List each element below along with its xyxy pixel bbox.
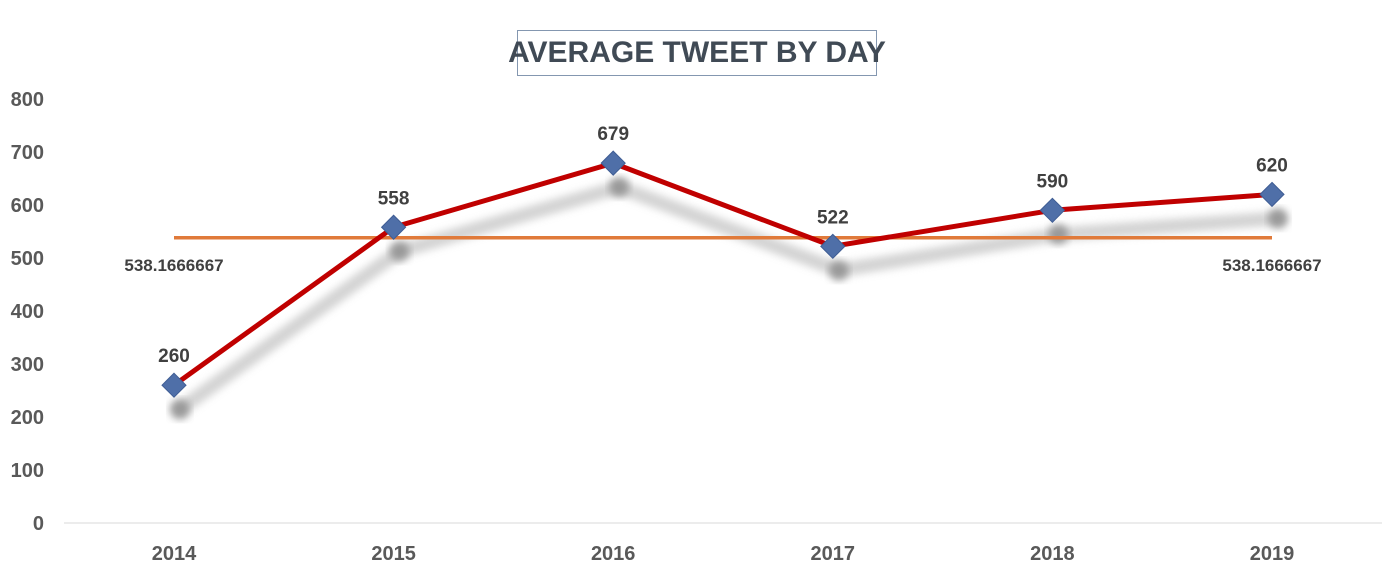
x-axis-tick-labels: 2014 2015 2016 2017 2018 2019 xyxy=(152,543,1295,565)
y-axis-tick-labels: 0 100 200 300 400 500 600 700 800 xyxy=(11,89,44,535)
series-shadow-line xyxy=(173,180,1285,417)
y-tick-label: 100 xyxy=(11,460,44,482)
series-layer xyxy=(161,150,1285,398)
data-point-marker xyxy=(1039,197,1066,224)
series-shadow-marker xyxy=(170,399,190,420)
data-point-marker xyxy=(380,214,407,240)
y-tick-label: 300 xyxy=(11,354,44,376)
y-tick-label: 700 xyxy=(11,142,44,164)
data-point-marker xyxy=(1259,181,1285,208)
y-tick-label: 800 xyxy=(11,89,44,111)
data-label: 522 xyxy=(817,207,849,228)
series-shadow xyxy=(170,177,1288,420)
data-point-marker xyxy=(161,372,187,398)
data-point-marker xyxy=(820,233,846,260)
data-label: 679 xyxy=(597,124,629,145)
data-label: 260 xyxy=(158,346,190,367)
y-tick-label: 400 xyxy=(11,301,44,323)
data-label: 590 xyxy=(1037,171,1069,192)
x-tick-label: 2014 xyxy=(152,543,197,565)
data-point-marker xyxy=(600,150,626,176)
y-tick-label: 600 xyxy=(11,195,44,217)
chart-title-box: AVERAGE TWEET BY DAY xyxy=(508,30,886,76)
series-line xyxy=(171,160,1275,388)
y-tick-label: 500 xyxy=(11,248,44,270)
x-tick-label: 2016 xyxy=(591,543,636,565)
x-tick-label: 2015 xyxy=(371,543,416,565)
chart-title: AVERAGE TWEET BY DAY xyxy=(508,36,886,69)
series-shadow-marker xyxy=(389,241,410,262)
x-tick-label: 2019 xyxy=(1250,543,1295,565)
data-labels: 260 558 679 522 590 620 538.1666667 538.1666667 xyxy=(124,124,1321,367)
series-shadow-marker xyxy=(828,260,849,281)
x-tick-label: 2018 xyxy=(1030,543,1075,565)
series-shadow-marker xyxy=(1268,208,1288,229)
x-tick-label: 2017 xyxy=(811,543,856,565)
average-line-label: 538.1666667 xyxy=(124,256,223,275)
y-tick-label: 200 xyxy=(11,407,44,429)
y-tick-label: 0 xyxy=(33,513,44,535)
series-shadow-marker xyxy=(609,177,630,198)
average-line-label: 538.1666667 xyxy=(1222,256,1321,275)
series-shadow-marker xyxy=(1048,224,1069,245)
data-label: 558 xyxy=(378,188,410,209)
data-label: 620 xyxy=(1256,155,1288,176)
